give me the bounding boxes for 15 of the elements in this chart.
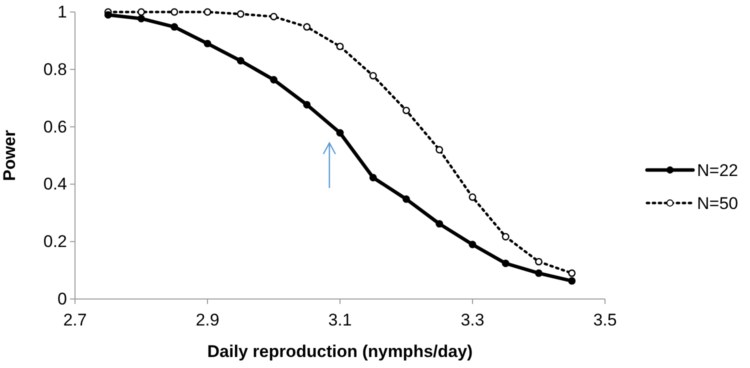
y-tick-label: 0.2 (43, 232, 67, 252)
y-axis-title: Power (0, 130, 19, 182)
x-tick-label: 3.3 (460, 310, 484, 330)
legend-label: N=22 (697, 161, 738, 180)
y-tick-label: 0.4 (43, 174, 67, 194)
y-tick-label: 0 (58, 289, 67, 308)
x-axis-title: Daily reproduction (nymphs/day) (207, 342, 473, 361)
x-tick-label: 2.7 (63, 310, 87, 330)
y-tick-label: 0.8 (43, 60, 67, 79)
y-tick-label: 0.6 (43, 117, 67, 136)
x-tick-label: 3.1 (328, 310, 352, 330)
y-tick-label: 1 (58, 2, 67, 22)
x-tick-label: 3.5 (593, 310, 617, 330)
x-tick-label: 2.9 (196, 310, 220, 330)
legend-label: N=50 (697, 194, 738, 213)
